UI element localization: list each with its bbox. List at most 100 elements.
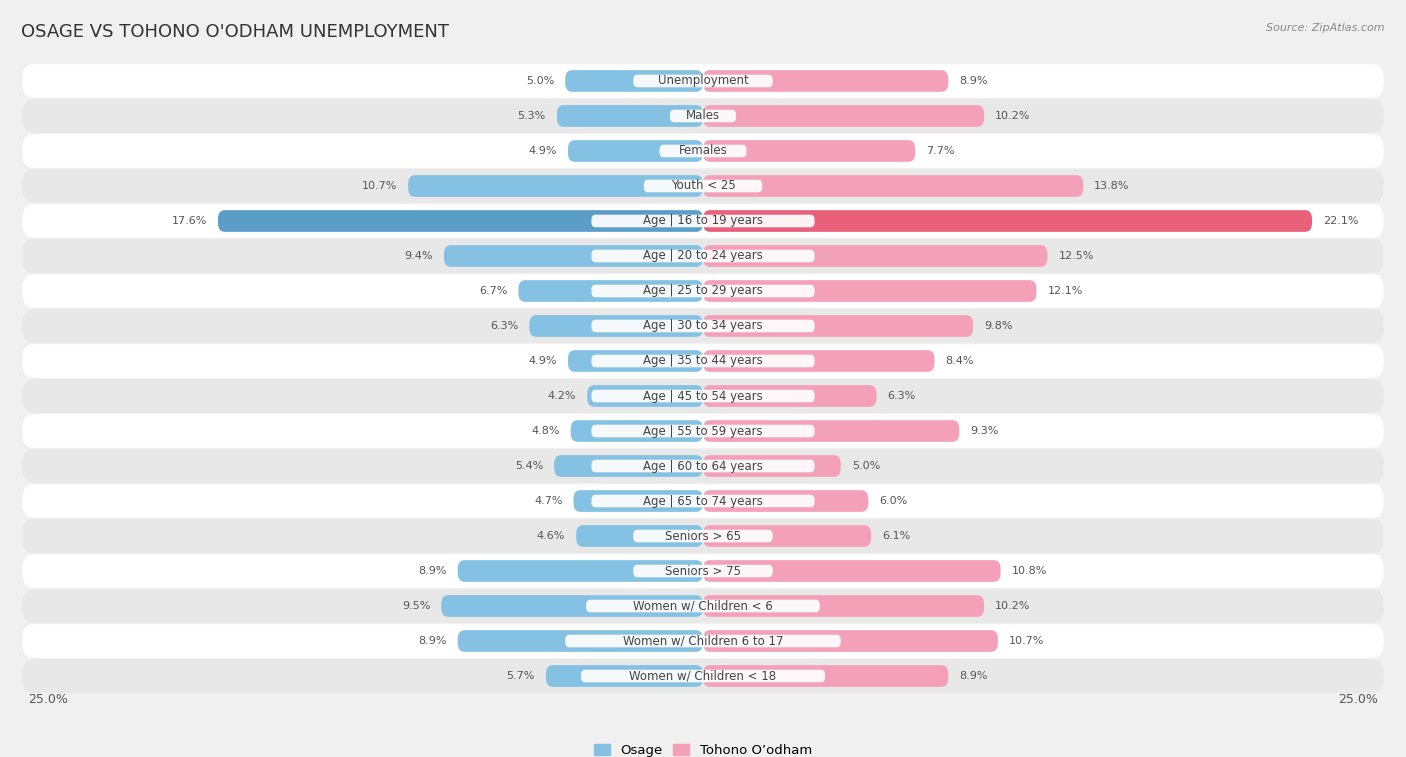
Text: 8.4%: 8.4% xyxy=(945,356,974,366)
Text: 5.0%: 5.0% xyxy=(852,461,880,471)
FancyBboxPatch shape xyxy=(592,215,814,227)
Text: Age | 45 to 54 years: Age | 45 to 54 years xyxy=(643,390,763,403)
FancyBboxPatch shape xyxy=(22,344,1384,378)
FancyBboxPatch shape xyxy=(703,245,1047,267)
FancyBboxPatch shape xyxy=(703,595,984,617)
FancyBboxPatch shape xyxy=(703,70,948,92)
FancyBboxPatch shape xyxy=(576,525,703,547)
Text: 12.5%: 12.5% xyxy=(1059,251,1094,261)
FancyBboxPatch shape xyxy=(703,490,869,512)
Text: Males: Males xyxy=(686,110,720,123)
FancyBboxPatch shape xyxy=(703,455,841,477)
Text: 12.1%: 12.1% xyxy=(1047,286,1083,296)
FancyBboxPatch shape xyxy=(669,110,737,123)
FancyBboxPatch shape xyxy=(592,495,814,507)
FancyBboxPatch shape xyxy=(581,670,825,682)
FancyBboxPatch shape xyxy=(22,274,1384,308)
Text: 22.1%: 22.1% xyxy=(1323,216,1358,226)
Text: 4.8%: 4.8% xyxy=(531,426,560,436)
Text: 8.9%: 8.9% xyxy=(418,636,447,646)
Text: Age | 35 to 44 years: Age | 35 to 44 years xyxy=(643,354,763,367)
Text: 10.2%: 10.2% xyxy=(995,601,1031,611)
Text: Women w/ Children < 18: Women w/ Children < 18 xyxy=(630,669,776,683)
FancyBboxPatch shape xyxy=(633,565,773,578)
Text: Age | 25 to 29 years: Age | 25 to 29 years xyxy=(643,285,763,298)
FancyBboxPatch shape xyxy=(592,459,814,472)
FancyBboxPatch shape xyxy=(22,625,1384,658)
FancyBboxPatch shape xyxy=(218,210,703,232)
FancyBboxPatch shape xyxy=(592,285,814,298)
Text: 5.0%: 5.0% xyxy=(526,76,554,86)
Text: Youth < 25: Youth < 25 xyxy=(671,179,735,192)
Text: Women w/ Children < 6: Women w/ Children < 6 xyxy=(633,600,773,612)
FancyBboxPatch shape xyxy=(568,350,703,372)
FancyBboxPatch shape xyxy=(565,70,703,92)
FancyBboxPatch shape xyxy=(565,634,841,647)
FancyBboxPatch shape xyxy=(22,414,1384,448)
Text: Women w/ Children 6 to 17: Women w/ Children 6 to 17 xyxy=(623,634,783,647)
Text: 10.2%: 10.2% xyxy=(995,111,1031,121)
Text: 4.9%: 4.9% xyxy=(529,146,557,156)
Text: Age | 16 to 19 years: Age | 16 to 19 years xyxy=(643,214,763,228)
FancyBboxPatch shape xyxy=(586,600,820,612)
Text: 8.9%: 8.9% xyxy=(418,566,447,576)
Text: 17.6%: 17.6% xyxy=(172,216,207,226)
FancyBboxPatch shape xyxy=(703,560,1001,582)
Text: 4.6%: 4.6% xyxy=(537,531,565,541)
FancyBboxPatch shape xyxy=(22,379,1384,413)
FancyBboxPatch shape xyxy=(22,170,1384,203)
FancyBboxPatch shape xyxy=(22,449,1384,483)
Text: 10.7%: 10.7% xyxy=(1010,636,1045,646)
FancyBboxPatch shape xyxy=(592,390,814,402)
FancyBboxPatch shape xyxy=(554,455,703,477)
FancyBboxPatch shape xyxy=(22,519,1384,553)
Text: 25.0%: 25.0% xyxy=(1339,693,1378,706)
Text: Age | 60 to 64 years: Age | 60 to 64 years xyxy=(643,459,763,472)
FancyBboxPatch shape xyxy=(557,105,703,127)
FancyBboxPatch shape xyxy=(574,490,703,512)
FancyBboxPatch shape xyxy=(633,75,773,87)
Text: 9.3%: 9.3% xyxy=(970,426,998,436)
FancyBboxPatch shape xyxy=(633,530,773,542)
FancyBboxPatch shape xyxy=(458,630,703,652)
FancyBboxPatch shape xyxy=(546,665,703,687)
Text: 6.3%: 6.3% xyxy=(887,391,915,401)
Text: 25.0%: 25.0% xyxy=(28,693,67,706)
FancyBboxPatch shape xyxy=(22,659,1384,693)
FancyBboxPatch shape xyxy=(703,525,872,547)
FancyBboxPatch shape xyxy=(703,420,959,442)
Text: 9.5%: 9.5% xyxy=(402,601,430,611)
Text: Age | 20 to 24 years: Age | 20 to 24 years xyxy=(643,250,763,263)
Text: 4.7%: 4.7% xyxy=(534,496,562,506)
FancyBboxPatch shape xyxy=(568,140,703,162)
FancyBboxPatch shape xyxy=(703,665,948,687)
Text: Age | 30 to 34 years: Age | 30 to 34 years xyxy=(643,319,763,332)
FancyBboxPatch shape xyxy=(22,204,1384,238)
FancyBboxPatch shape xyxy=(644,179,762,192)
Text: Females: Females xyxy=(679,145,727,157)
Text: 5.7%: 5.7% xyxy=(506,671,534,681)
FancyBboxPatch shape xyxy=(571,420,703,442)
Text: Age | 65 to 74 years: Age | 65 to 74 years xyxy=(643,494,763,507)
Text: 6.1%: 6.1% xyxy=(882,531,910,541)
Text: Seniors > 65: Seniors > 65 xyxy=(665,529,741,543)
Text: Age | 55 to 59 years: Age | 55 to 59 years xyxy=(643,425,763,438)
FancyBboxPatch shape xyxy=(408,175,703,197)
Text: 6.3%: 6.3% xyxy=(491,321,519,331)
Text: 9.4%: 9.4% xyxy=(405,251,433,261)
Text: 8.9%: 8.9% xyxy=(959,76,988,86)
Legend: Osage, Tohono O’odham: Osage, Tohono O’odham xyxy=(589,739,817,757)
Text: 10.7%: 10.7% xyxy=(361,181,396,191)
Text: 8.9%: 8.9% xyxy=(959,671,988,681)
FancyBboxPatch shape xyxy=(703,175,1083,197)
FancyBboxPatch shape xyxy=(703,105,984,127)
FancyBboxPatch shape xyxy=(592,319,814,332)
FancyBboxPatch shape xyxy=(703,140,915,162)
FancyBboxPatch shape xyxy=(703,385,876,407)
FancyBboxPatch shape xyxy=(703,630,998,652)
FancyBboxPatch shape xyxy=(703,280,1036,302)
FancyBboxPatch shape xyxy=(22,99,1384,132)
FancyBboxPatch shape xyxy=(703,350,935,372)
FancyBboxPatch shape xyxy=(22,589,1384,623)
Text: Seniors > 75: Seniors > 75 xyxy=(665,565,741,578)
